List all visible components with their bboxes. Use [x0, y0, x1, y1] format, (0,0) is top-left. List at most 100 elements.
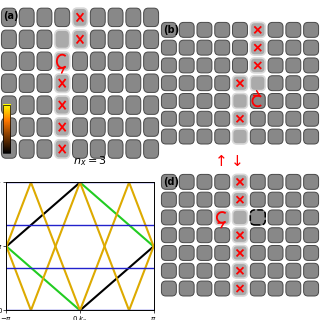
FancyBboxPatch shape — [268, 22, 283, 37]
FancyBboxPatch shape — [233, 93, 247, 108]
FancyBboxPatch shape — [126, 8, 141, 27]
FancyBboxPatch shape — [304, 22, 319, 37]
FancyBboxPatch shape — [268, 76, 283, 91]
FancyBboxPatch shape — [250, 58, 265, 73]
FancyBboxPatch shape — [233, 40, 247, 55]
FancyBboxPatch shape — [19, 52, 34, 70]
FancyBboxPatch shape — [161, 40, 176, 55]
FancyBboxPatch shape — [73, 118, 87, 136]
FancyBboxPatch shape — [19, 96, 34, 114]
FancyBboxPatch shape — [179, 174, 194, 189]
FancyBboxPatch shape — [37, 74, 52, 92]
FancyBboxPatch shape — [268, 228, 283, 243]
FancyBboxPatch shape — [179, 40, 194, 55]
FancyBboxPatch shape — [268, 58, 283, 73]
FancyBboxPatch shape — [179, 263, 194, 278]
FancyBboxPatch shape — [37, 8, 52, 27]
FancyBboxPatch shape — [197, 40, 212, 55]
FancyBboxPatch shape — [286, 76, 301, 91]
FancyBboxPatch shape — [250, 93, 265, 108]
FancyBboxPatch shape — [55, 140, 70, 158]
FancyBboxPatch shape — [73, 96, 87, 114]
FancyBboxPatch shape — [197, 263, 212, 278]
FancyBboxPatch shape — [144, 8, 159, 27]
FancyBboxPatch shape — [233, 174, 247, 189]
FancyBboxPatch shape — [268, 210, 283, 225]
FancyBboxPatch shape — [197, 192, 212, 207]
FancyBboxPatch shape — [286, 111, 301, 126]
FancyBboxPatch shape — [90, 8, 105, 27]
FancyBboxPatch shape — [161, 228, 176, 243]
FancyBboxPatch shape — [161, 281, 176, 296]
FancyBboxPatch shape — [304, 76, 319, 91]
FancyBboxPatch shape — [250, 129, 265, 144]
FancyBboxPatch shape — [215, 76, 230, 91]
FancyBboxPatch shape — [108, 140, 123, 158]
FancyBboxPatch shape — [233, 210, 247, 225]
FancyBboxPatch shape — [286, 129, 301, 144]
FancyBboxPatch shape — [250, 192, 265, 207]
FancyBboxPatch shape — [268, 111, 283, 126]
FancyBboxPatch shape — [250, 174, 265, 189]
FancyBboxPatch shape — [161, 129, 176, 144]
FancyBboxPatch shape — [268, 263, 283, 278]
FancyBboxPatch shape — [161, 174, 176, 189]
FancyBboxPatch shape — [215, 228, 230, 243]
FancyBboxPatch shape — [286, 174, 301, 189]
FancyBboxPatch shape — [286, 192, 301, 207]
FancyBboxPatch shape — [233, 228, 247, 243]
FancyBboxPatch shape — [197, 210, 212, 225]
FancyBboxPatch shape — [161, 22, 176, 37]
Text: (b): (b) — [163, 25, 179, 35]
FancyBboxPatch shape — [108, 96, 123, 114]
FancyBboxPatch shape — [161, 245, 176, 260]
FancyBboxPatch shape — [90, 74, 105, 92]
FancyBboxPatch shape — [304, 111, 319, 126]
FancyBboxPatch shape — [19, 30, 34, 49]
Text: (d): (d) — [163, 177, 179, 187]
FancyBboxPatch shape — [90, 140, 105, 158]
FancyBboxPatch shape — [197, 281, 212, 296]
FancyBboxPatch shape — [179, 93, 194, 108]
FancyBboxPatch shape — [144, 52, 159, 70]
FancyBboxPatch shape — [1, 30, 16, 49]
FancyBboxPatch shape — [108, 30, 123, 49]
FancyBboxPatch shape — [1, 118, 16, 136]
FancyBboxPatch shape — [179, 22, 194, 37]
FancyBboxPatch shape — [250, 228, 265, 243]
FancyBboxPatch shape — [197, 228, 212, 243]
Text: $n_x = 3$: $n_x = 3$ — [73, 155, 107, 169]
FancyBboxPatch shape — [197, 245, 212, 260]
FancyBboxPatch shape — [144, 96, 159, 114]
FancyBboxPatch shape — [215, 174, 230, 189]
FancyBboxPatch shape — [268, 174, 283, 189]
FancyBboxPatch shape — [161, 210, 176, 225]
FancyBboxPatch shape — [268, 93, 283, 108]
FancyBboxPatch shape — [179, 111, 194, 126]
FancyBboxPatch shape — [179, 58, 194, 73]
FancyBboxPatch shape — [250, 111, 265, 126]
FancyBboxPatch shape — [215, 40, 230, 55]
FancyBboxPatch shape — [215, 111, 230, 126]
FancyBboxPatch shape — [179, 281, 194, 296]
FancyBboxPatch shape — [250, 40, 265, 55]
FancyBboxPatch shape — [215, 263, 230, 278]
FancyBboxPatch shape — [90, 30, 105, 49]
FancyBboxPatch shape — [304, 58, 319, 73]
FancyBboxPatch shape — [250, 263, 265, 278]
FancyBboxPatch shape — [37, 140, 52, 158]
Text: $\uparrow$: $\uparrow$ — [212, 154, 227, 169]
FancyBboxPatch shape — [215, 22, 230, 37]
FancyBboxPatch shape — [304, 192, 319, 207]
FancyBboxPatch shape — [179, 129, 194, 144]
FancyBboxPatch shape — [215, 245, 230, 260]
FancyBboxPatch shape — [250, 245, 265, 260]
FancyBboxPatch shape — [304, 281, 319, 296]
FancyBboxPatch shape — [161, 93, 176, 108]
FancyBboxPatch shape — [1, 96, 16, 114]
FancyBboxPatch shape — [144, 74, 159, 92]
FancyBboxPatch shape — [233, 129, 247, 144]
FancyBboxPatch shape — [286, 210, 301, 225]
FancyBboxPatch shape — [197, 76, 212, 91]
FancyBboxPatch shape — [250, 210, 265, 225]
